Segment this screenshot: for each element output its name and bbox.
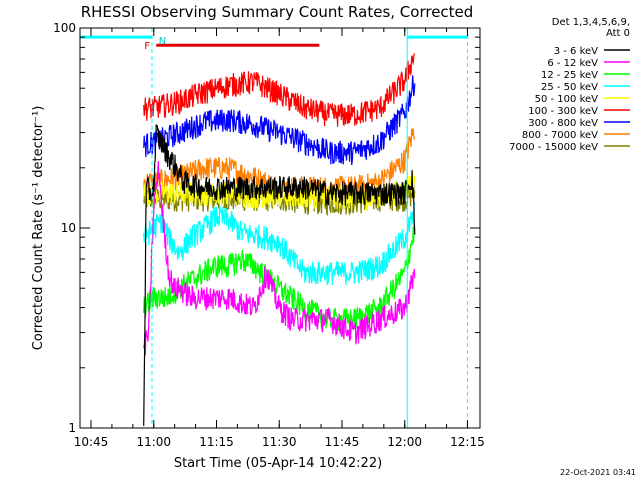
series-line-12-25kev [143, 221, 416, 332]
chart-title: RHESSI Observing Summary Count Rates, Co… [81, 3, 474, 21]
legend-label: 25 - 50 keV [541, 82, 598, 93]
x-tick-label: 11:00 [136, 435, 171, 449]
series-line-3-6kev [143, 124, 416, 426]
y-tick-label: 10 [61, 221, 76, 235]
x-tick-label: 12:00 [387, 435, 422, 449]
legend-label: 6 - 12 keV [547, 58, 598, 69]
series-line-6-12kev [143, 160, 416, 356]
flare-label: F [144, 41, 150, 52]
legend-label: 50 - 100 keV [535, 94, 599, 105]
x-tick-label: 10:45 [74, 435, 109, 449]
n-marker-label: N [159, 36, 166, 47]
series-layer [143, 53, 416, 426]
footer-timestamp: 22-Oct-2021 03:41 [560, 468, 636, 477]
y-axis-label: Corrected Count Rate (s⁻¹ detector⁻¹) [31, 106, 46, 351]
legend-label: 100 - 300 keV [528, 106, 598, 117]
legend-header-line: Att 0 [606, 28, 630, 39]
legend-label: 300 - 800 keV [528, 118, 598, 129]
x-tick-label: 11:45 [325, 435, 360, 449]
legend-label: 7000 - 15000 keV [509, 142, 598, 153]
x-axis-label: Start Time (05-Apr-14 10:42:22) [174, 456, 382, 471]
legend-label: 12 - 25 keV [541, 70, 598, 81]
series-line-300-800kev [143, 75, 416, 166]
x-tick-label: 11:15 [199, 435, 234, 449]
legend-header-line: Det 1,3,4,5,6,9, [552, 17, 630, 28]
legend-label: 800 - 7000 keV [522, 130, 598, 141]
x-tick-label: 12:15 [450, 435, 485, 449]
series-line-25-50kev [143, 202, 416, 286]
axis-layer: 10:45 11:00 11:15 11:30 11:45 12:00 12:15 1 10 10… [53, 21, 485, 449]
y-tick-label: 1 [68, 421, 76, 435]
x-tick-label: 11:30 [262, 435, 297, 449]
series-line-100-300kev [143, 53, 416, 127]
legend-label: 3 - 6 keV [554, 46, 598, 57]
y-tick-label: 100 [53, 21, 76, 35]
